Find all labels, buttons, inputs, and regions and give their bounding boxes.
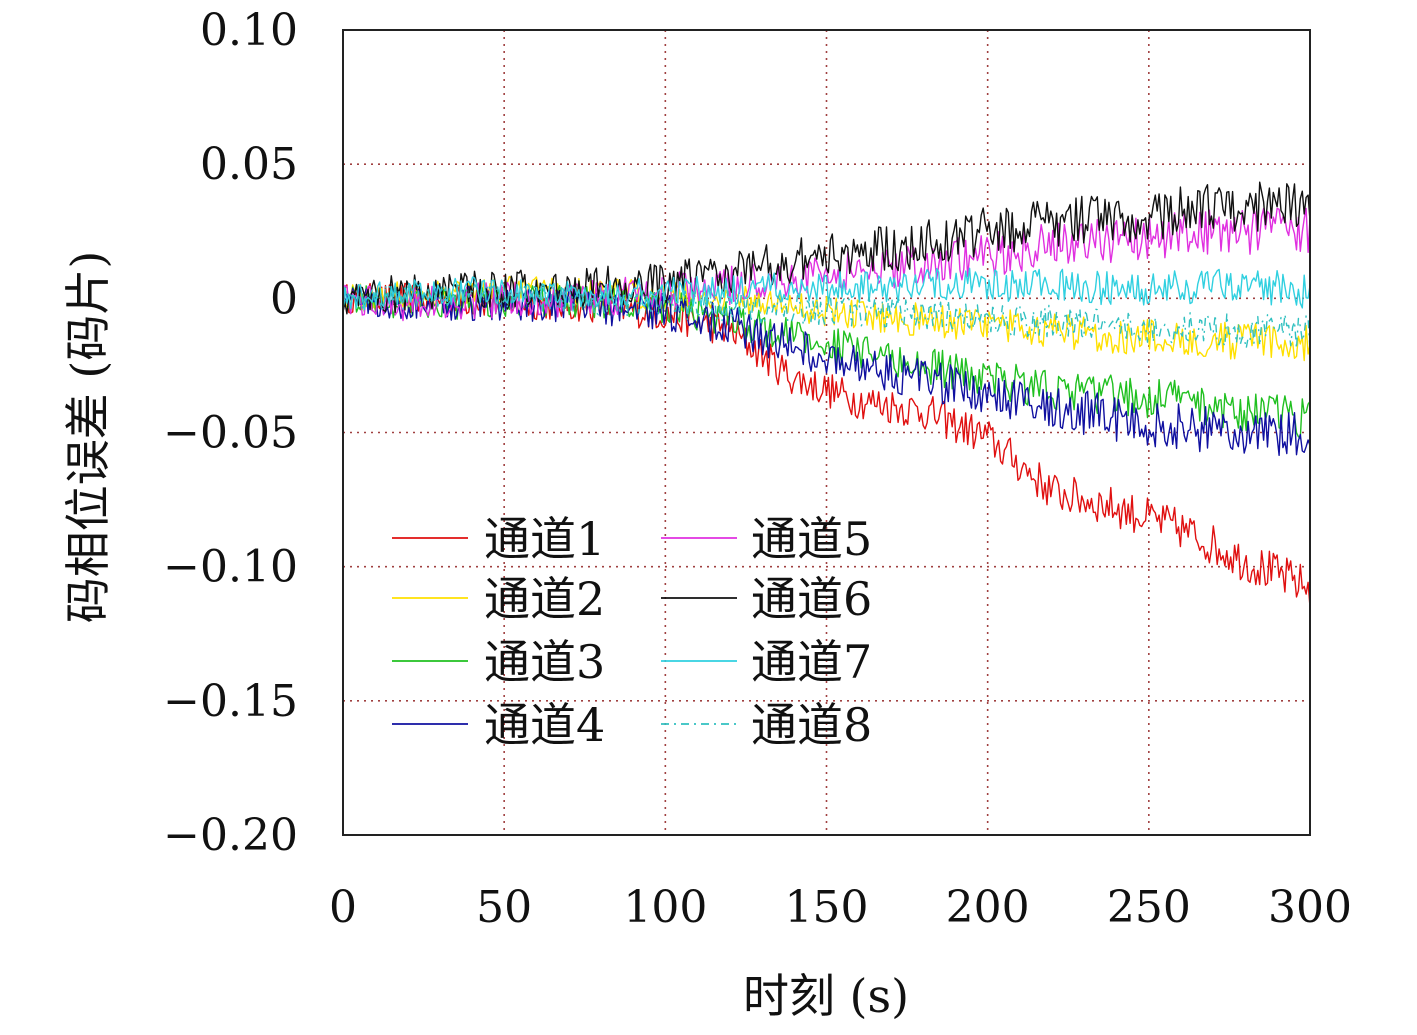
x-tick-label: 50 [476, 882, 532, 933]
series-line-3 [342, 285, 1311, 440]
legend-label-4: 通道4 [484, 698, 605, 752]
x-tick-label: 150 [785, 882, 869, 933]
plot-frame [342, 29, 1311, 836]
x-axis-label: 时刻 (s) [743, 969, 909, 1023]
plot-series [342, 181, 1311, 608]
series-line-8 [342, 281, 1311, 351]
legend-label-6: 通道6 [751, 572, 872, 626]
x-tick-label: 200 [946, 882, 1030, 933]
x-tick-labels: 0 50 100 150 200 250 300 [329, 882, 1352, 933]
y-tick-label: 0.10 [200, 5, 298, 56]
legend-label-2: 通道2 [484, 572, 605, 626]
y-axis-label: 码相位误差 (码片) [61, 251, 115, 624]
legend-label-1: 通道1 [484, 512, 605, 566]
legend: 通道1 通道2 通道3 通道4 通道5 通道6 通道7 通道8 [392, 512, 872, 752]
y-tick-label: −0.15 [163, 676, 298, 727]
legend-label-3: 通道3 [484, 635, 605, 689]
y-tick-label: −0.05 [163, 408, 298, 459]
x-tick-label: 250 [1107, 882, 1191, 933]
series-line-6 [342, 181, 1311, 315]
y-tick-label: 0.05 [200, 139, 298, 190]
x-tick-label: 0 [329, 882, 357, 933]
legend-label-5: 通道5 [751, 512, 872, 566]
series-line-7 [342, 267, 1311, 311]
y-tick-label: −0.20 [163, 810, 298, 861]
x-tick-label: 100 [623, 882, 707, 933]
x-tick-label: 300 [1268, 882, 1352, 933]
legend-label-8: 通道8 [751, 698, 872, 752]
y-tick-labels: 0.10 0.05 0 −0.05 −0.10 −0.15 −0.20 [163, 5, 298, 861]
legend-label-7: 通道7 [751, 635, 872, 689]
y-tick-label: 0 [270, 273, 298, 324]
y-tick-label: −0.10 [163, 542, 298, 593]
